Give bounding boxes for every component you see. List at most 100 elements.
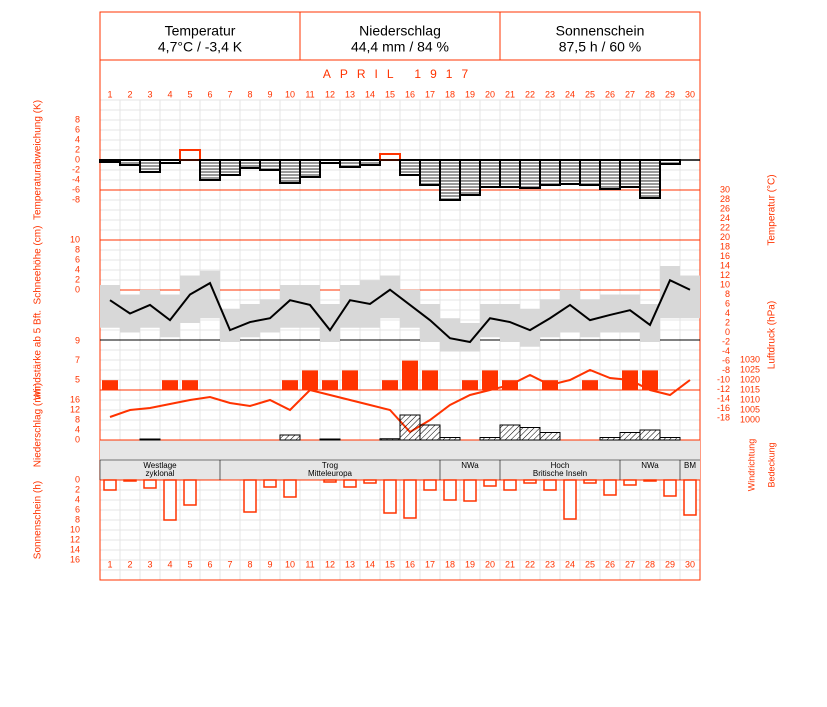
y-tick-label: 0	[75, 154, 80, 164]
y-tick-label: -18	[717, 412, 730, 422]
y-tick-label: 8	[75, 244, 80, 254]
bar	[182, 380, 198, 390]
range-band	[180, 275, 200, 323]
day-label: 8	[247, 559, 252, 569]
deviation-bar	[379, 153, 401, 161]
range-band	[140, 289, 160, 328]
range-band	[100, 285, 120, 328]
y-tick-label: 2	[725, 317, 730, 327]
deviation-bar	[479, 159, 501, 188]
sunshine-bar	[483, 479, 497, 487]
precip-bar	[499, 424, 521, 441]
deviation-bar	[519, 159, 541, 189]
deviation-bar	[279, 159, 301, 184]
deviation-bar	[459, 159, 481, 196]
y-tick-label: 0	[75, 474, 80, 484]
day-label: 17	[425, 89, 435, 99]
deviation-bar	[239, 159, 261, 169]
day-label: 14	[365, 559, 375, 569]
range-band	[420, 304, 440, 342]
sunshine-bar	[543, 479, 557, 491]
sunshine-bar	[603, 479, 617, 496]
deviation-bar	[639, 159, 661, 199]
deviation-bar	[299, 159, 321, 178]
deviation-bar	[199, 159, 221, 181]
deviation-bar	[219, 159, 241, 176]
range-band	[400, 289, 420, 328]
y-tick-label: 1005	[740, 404, 760, 414]
precip-bar	[639, 429, 661, 441]
deviation-bar	[439, 159, 461, 201]
precip-bar	[399, 414, 421, 441]
day-label: 14	[365, 89, 375, 99]
header-value: 87,5 h / 60 %	[559, 39, 642, 55]
sunshine-bar	[563, 479, 577, 520]
y-tick-label: 4	[75, 494, 80, 504]
row-label: Bedeckung	[766, 442, 776, 487]
range-band	[680, 275, 700, 319]
range-band	[260, 299, 280, 333]
sunshine-bar	[183, 479, 197, 506]
weather-type: BM	[684, 461, 696, 470]
y-tick-label: 14	[720, 260, 730, 270]
axis-label: Schneehöhe (cm)	[33, 226, 44, 305]
day-label: 25	[585, 89, 595, 99]
y-tick-label: 1010	[740, 394, 760, 404]
deviation-bar	[559, 159, 581, 185]
day-label: 4	[167, 89, 172, 99]
y-tick-label: 12	[70, 534, 80, 544]
deviation-bar	[419, 159, 441, 186]
precip-bar	[279, 434, 301, 441]
y-tick-label: 2	[75, 274, 80, 284]
axis-label: Sonnenschein (h)	[33, 481, 44, 559]
day-label: 3	[147, 89, 152, 99]
y-tick-label: 6	[75, 124, 80, 134]
precip-bar	[519, 427, 541, 441]
day-label: 5	[187, 89, 192, 99]
day-label: 12	[325, 559, 335, 569]
day-label: 21	[505, 89, 515, 99]
sunshine-bar	[103, 479, 117, 491]
y-tick-label: 16	[70, 394, 80, 404]
range-band	[440, 318, 460, 352]
range-band	[160, 294, 180, 338]
day-label: 20	[485, 559, 495, 569]
y-tick-label: 24	[720, 213, 730, 223]
day-label: 22	[525, 89, 535, 99]
y-tick-label: -8	[722, 365, 730, 375]
y-tick-label: 16	[720, 251, 730, 261]
sunshine-bar	[623, 479, 637, 486]
day-label: 23	[545, 89, 555, 99]
sunshine-bar	[163, 479, 177, 521]
weather-type: Hoch	[551, 461, 570, 470]
day-label: 15	[385, 89, 395, 99]
y-tick-label: 1030	[740, 354, 760, 364]
y-tick-label: 5	[75, 375, 80, 385]
range-band	[520, 308, 540, 347]
day-label: 26	[605, 559, 615, 569]
bar	[322, 380, 338, 390]
day-label: 2	[127, 89, 132, 99]
sunshine-bar	[343, 479, 357, 488]
y-tick-label: 9	[75, 335, 80, 345]
range-band	[660, 266, 680, 319]
sunshine-bar	[583, 479, 597, 484]
day-label: 28	[645, 559, 655, 569]
bar	[342, 370, 358, 390]
weather-type: Mitteleuropa	[308, 469, 353, 478]
bar	[302, 370, 318, 390]
y-tick-label: 8	[725, 289, 730, 299]
sunshine-bar	[643, 479, 657, 482]
range-band	[340, 285, 360, 328]
day-label: 27	[625, 559, 635, 569]
y-tick-label: 0	[75, 434, 80, 444]
day-label: 29	[665, 89, 675, 99]
day-label: 21	[505, 559, 515, 569]
day-label: 19	[465, 559, 475, 569]
day-label: 1	[107, 89, 112, 99]
weather-type: Britische Inseln	[533, 469, 587, 478]
bar	[282, 380, 298, 390]
day-label: 10	[285, 89, 295, 99]
y-tick-label: -2	[72, 164, 80, 174]
y-tick-label: 6	[75, 504, 80, 514]
